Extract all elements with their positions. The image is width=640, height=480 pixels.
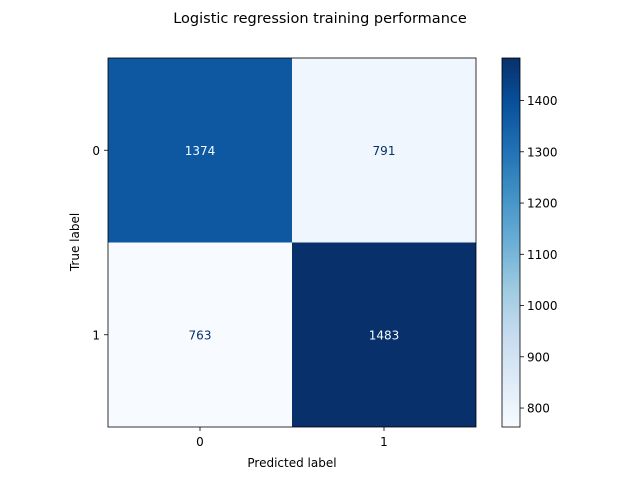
cell-value-label-0-1: 791 (373, 144, 396, 158)
colorbar-tick-label: 1000 (527, 299, 558, 313)
heatmap-cell-1-1 (292, 242, 476, 427)
colorbar-tick-label: 1300 (527, 145, 558, 159)
colorbar-tick-label: 800 (527, 402, 550, 416)
colorbar-ticks: 800 900 1000 1100 1200 1300 1400 (520, 94, 558, 416)
y-tick-label: 1 (92, 328, 100, 342)
cell-value-label-1-1: 1483 (369, 328, 400, 342)
y-tick-label: 0 (92, 144, 100, 158)
chart-title: Logistic regression training performance (173, 11, 467, 27)
cell-value-label-1-0: 763 (189, 328, 212, 342)
plot-frame (107, 57, 477, 428)
y-axis-label: True label (68, 213, 82, 272)
heatmap-cells (108, 58, 476, 427)
colorbar (501, 57, 521, 428)
colorbar-tick-label: 1400 (527, 94, 558, 108)
x-tick-label: 0 (196, 435, 204, 449)
heatmap-cell-1-0 (108, 242, 292, 427)
heatmap-cell-0-0 (108, 58, 292, 243)
x-tick-label: 1 (380, 435, 388, 449)
y-axis-ticks: 01 (92, 144, 108, 342)
cell-value-label-0-0: 1374 (185, 144, 216, 158)
colorbar-tick-label: 1200 (527, 197, 558, 211)
colorbar-tick-label: 1100 (527, 248, 558, 262)
heatmap-cell-0-1 (292, 58, 476, 243)
x-axis-label: Predicted label (247, 456, 336, 470)
cell-value-labels: 1374 791 763 1483 (185, 144, 400, 343)
colorbar-tick-label: 900 (527, 350, 550, 364)
